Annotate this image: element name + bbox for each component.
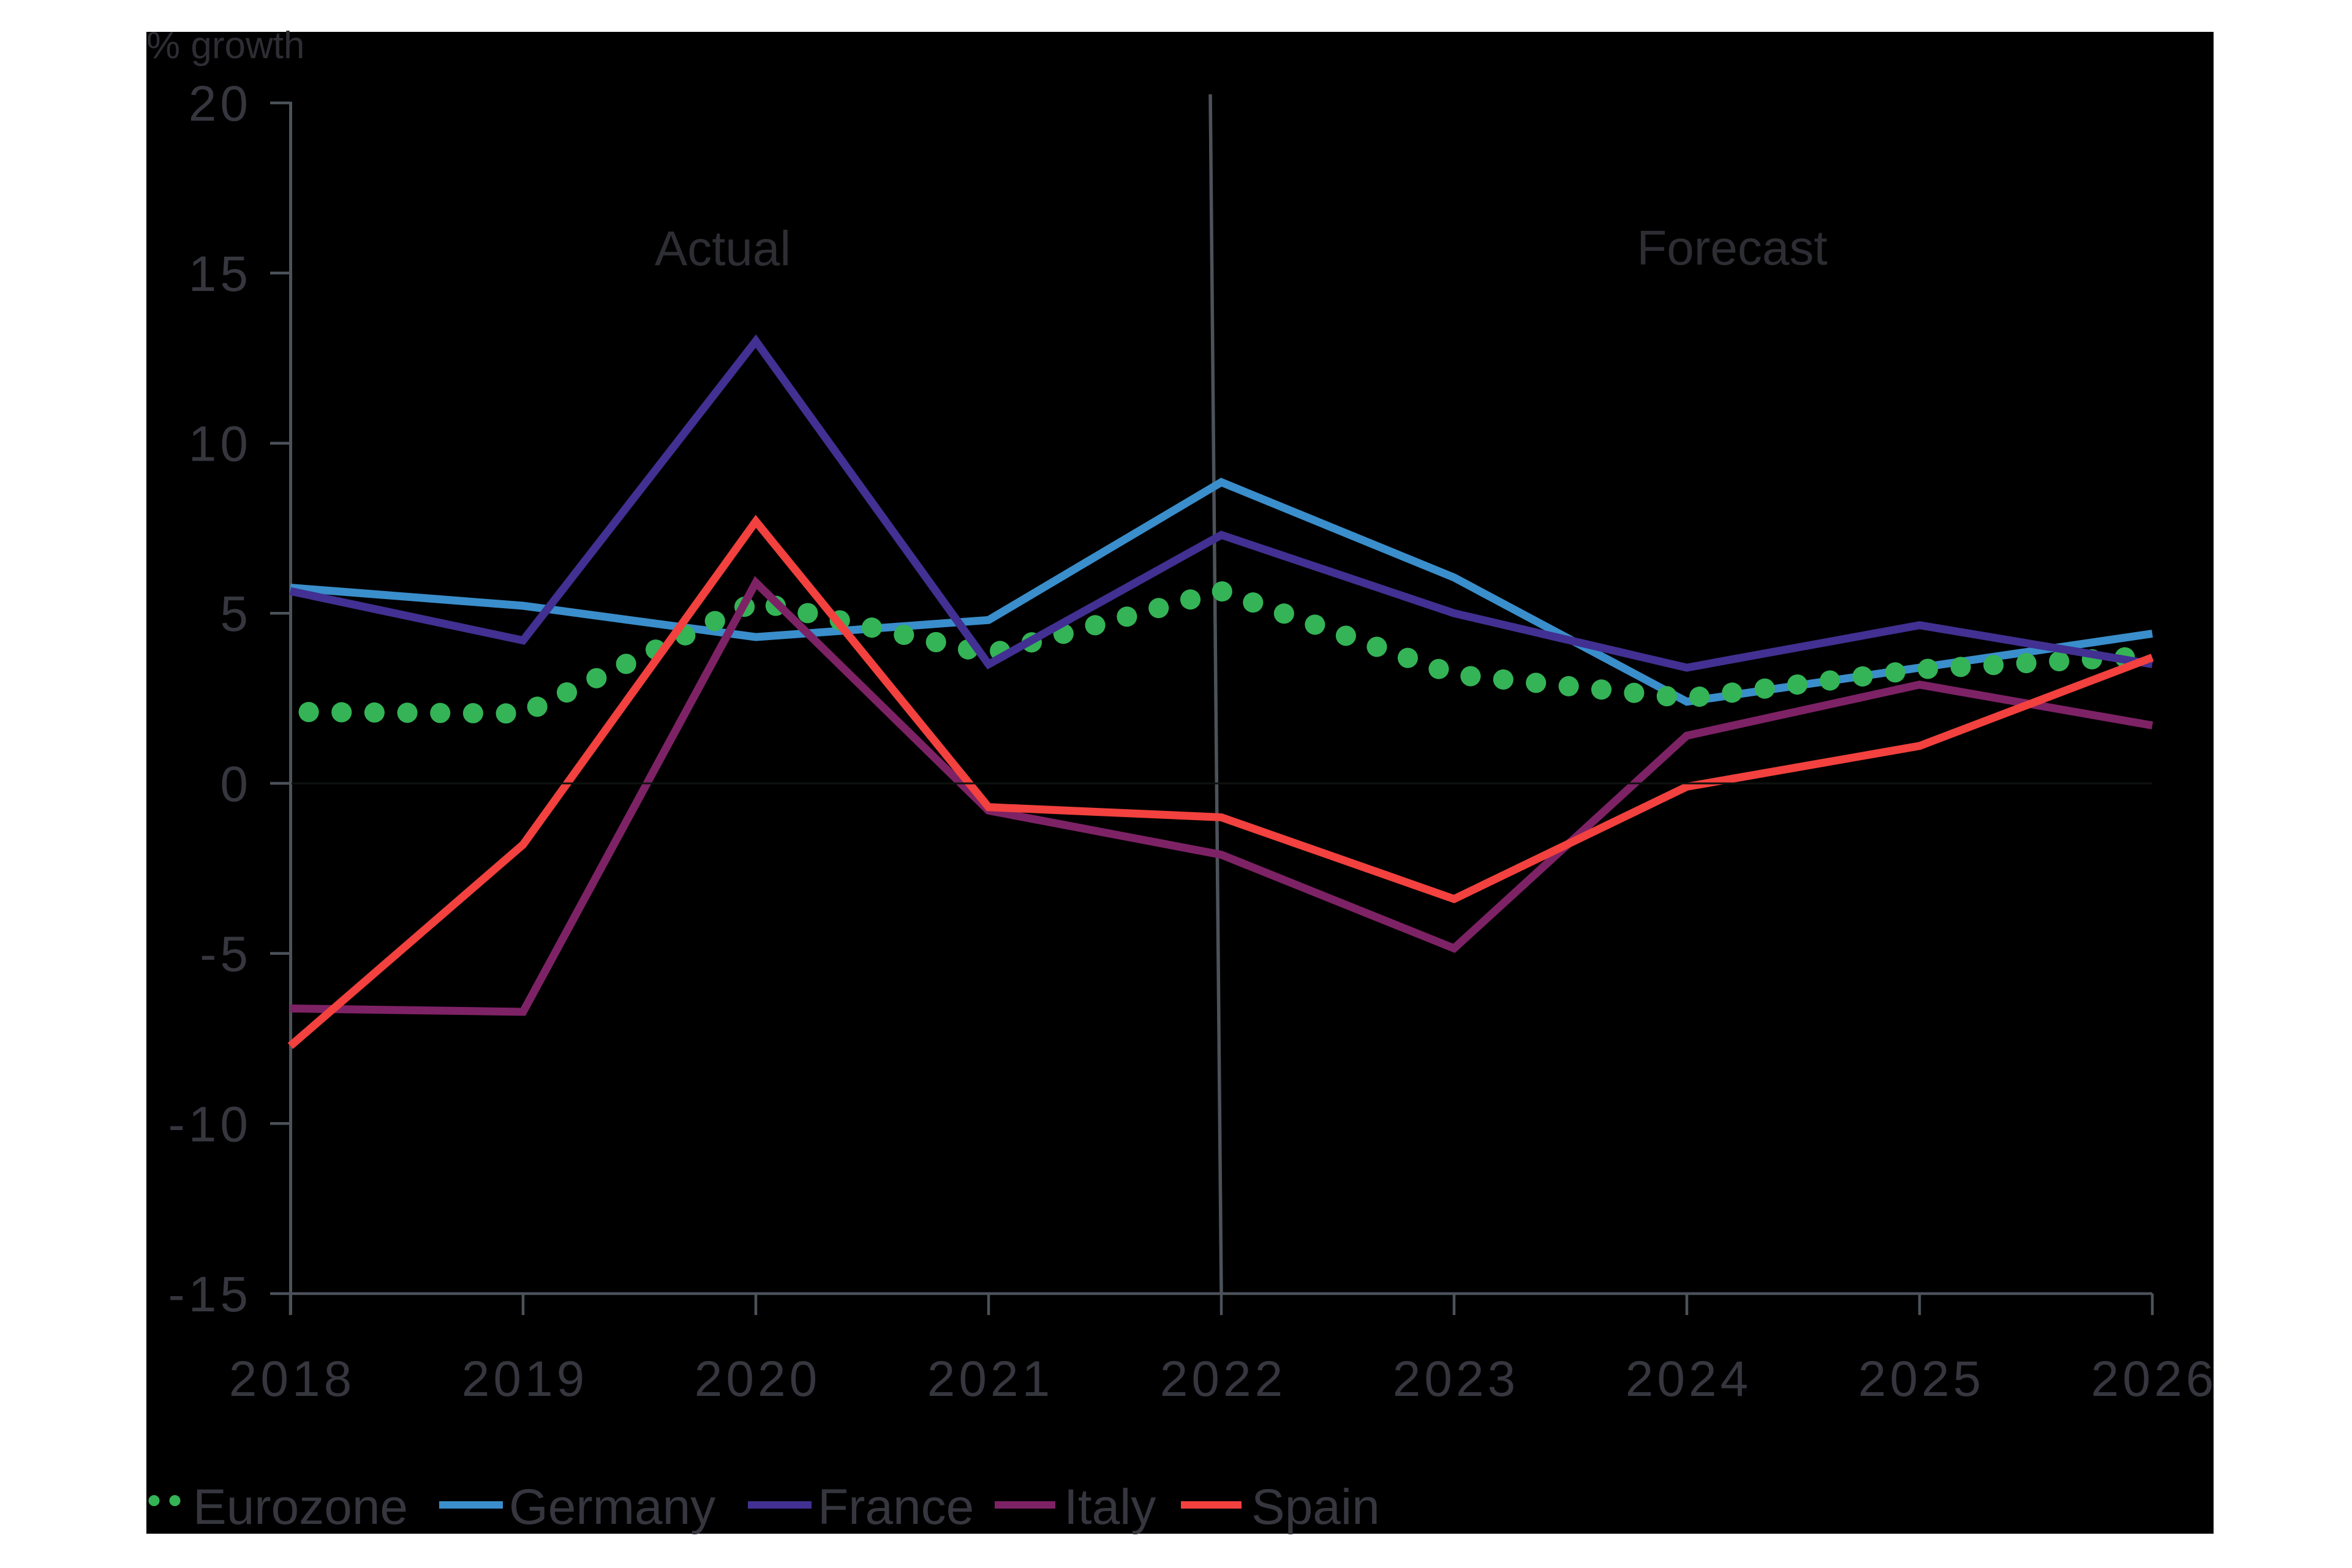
svg-text:Spain: Spain <box>1251 1479 1380 1535</box>
svg-text:-5: -5 <box>200 927 252 982</box>
svg-text:2022: 2022 <box>1160 1351 1286 1407</box>
svg-text:0: 0 <box>220 756 252 812</box>
svg-text:Italy: Italy <box>1064 1479 1156 1535</box>
svg-text:Actual: Actual <box>655 221 791 276</box>
svg-text:2023: 2023 <box>1393 1351 1519 1407</box>
svg-text:2020: 2020 <box>695 1351 821 1407</box>
svg-text:-10: -10 <box>168 1096 252 1152</box>
svg-text:2019: 2019 <box>462 1351 588 1407</box>
svg-text:2021: 2021 <box>927 1351 1054 1407</box>
svg-text:5: 5 <box>220 586 252 642</box>
svg-text:2025: 2025 <box>1858 1351 1985 1407</box>
svg-text:20: 20 <box>189 76 252 132</box>
svg-text:2018: 2018 <box>229 1351 355 1407</box>
svg-text:2024: 2024 <box>1626 1351 1752 1407</box>
svg-text:France: France <box>818 1479 974 1535</box>
svg-text:Germany: Germany <box>509 1479 715 1535</box>
svg-text:-15: -15 <box>168 1267 252 1322</box>
svg-text:10: 10 <box>189 417 252 472</box>
svg-text:15: 15 <box>189 246 252 302</box>
svg-text:2026: 2026 <box>2091 1351 2217 1407</box>
svg-text:% growth: % growth <box>146 24 304 67</box>
svg-text:Forecast: Forecast <box>1637 221 1827 275</box>
svg-text:Eurozone: Eurozone <box>193 1479 408 1535</box>
